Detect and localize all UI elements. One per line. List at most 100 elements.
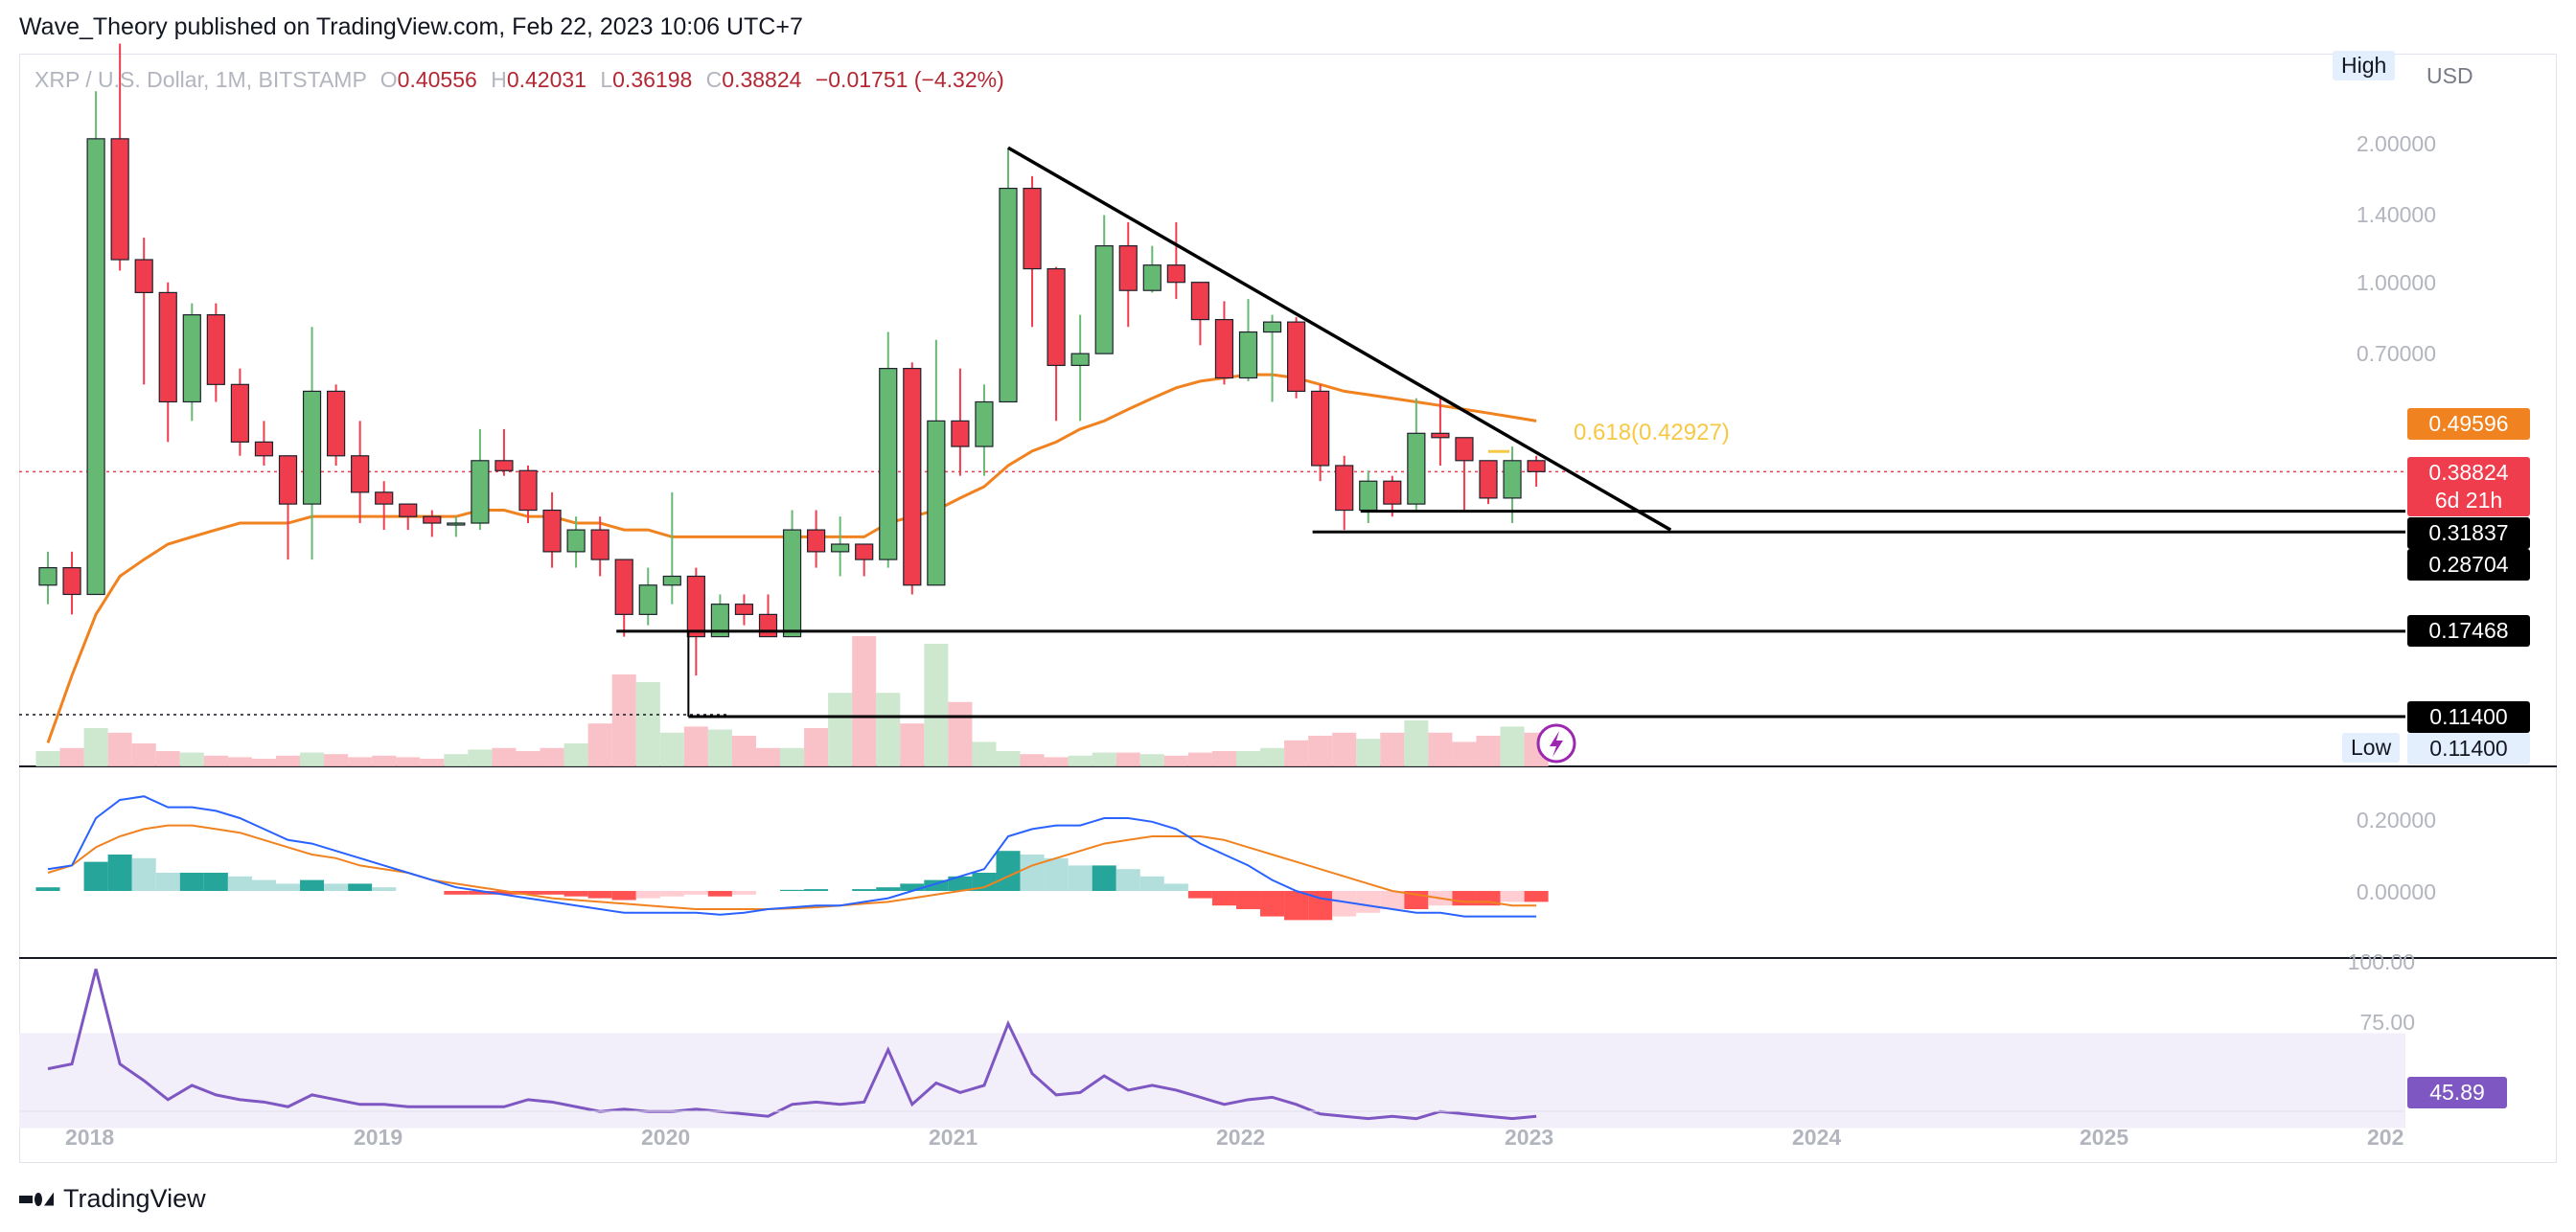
x-tick-label: 202: [2367, 1125, 2404, 1150]
low-price-tag: 0.11400: [2407, 733, 2530, 764]
publish-info: Wave_Theory published on TradingView.com…: [19, 13, 803, 40]
candle-body: [855, 543, 874, 560]
chart-legend: XRP / U.S. Dollar, 1M, BITSTAMP O0.40556…: [34, 67, 1004, 93]
x-tick-label: 2024: [1792, 1125, 1842, 1150]
support-tag: 0.11400: [2407, 701, 2530, 733]
countdown-tag: 6d 21h: [2407, 485, 2530, 516]
candle-body: [302, 390, 322, 505]
macd-bar: [131, 857, 156, 891]
macd-bar: [203, 873, 228, 891]
candle-body: [662, 575, 681, 586]
histogram-bar: [972, 741, 997, 766]
macd-bar: [251, 879, 276, 891]
candle-body: [734, 604, 754, 615]
histogram-bar: [251, 759, 276, 766]
histogram-bar: [492, 747, 517, 766]
candle-body: [999, 187, 1018, 403]
histogram-bar: [396, 757, 421, 766]
histogram-bar: [707, 729, 732, 766]
macd-bar: [300, 879, 325, 891]
candle-body: [230, 383, 249, 443]
macd-bar: [35, 887, 60, 891]
histogram-bar: [755, 747, 781, 766]
candle-body: [806, 529, 826, 553]
histogram-bar: [1068, 755, 1092, 766]
candle-body: [1527, 460, 1546, 472]
histogram-bar: [179, 752, 204, 766]
candle-body: [1166, 264, 1185, 284]
ma-price-tag: 0.49596: [2407, 408, 2530, 440]
histogram-bar: [924, 644, 949, 766]
candle-body: [566, 529, 586, 553]
histogram-bar: [372, 755, 397, 766]
histogram-bar: [468, 749, 493, 766]
candle-body: [542, 509, 562, 553]
histogram-bar: [1404, 720, 1429, 766]
macd-bar: [1211, 891, 1236, 906]
symbol-name[interactable]: XRP / U.S. Dollar, 1M, BITSTAMP: [34, 67, 367, 92]
macd-bar: [1284, 891, 1309, 921]
close-value: 0.38824: [722, 67, 802, 92]
candle-body: [1046, 267, 1066, 367]
candle-body: [182, 314, 201, 403]
histogram-bar: [275, 755, 301, 766]
candle-body: [1431, 432, 1450, 439]
histogram-bar: [1139, 754, 1164, 766]
high-label: H: [491, 67, 507, 92]
candle-body: [1407, 432, 1426, 505]
open-value: 0.40556: [397, 67, 477, 92]
candle-body: [710, 604, 730, 638]
low-value: 0.36198: [612, 67, 693, 92]
macd-line: [47, 795, 1537, 918]
macd-bar: [1356, 891, 1381, 913]
histogram-bar: [1187, 752, 1212, 766]
candle-body: [254, 441, 274, 457]
candle-body: [38, 566, 58, 586]
candle-body: [879, 368, 898, 560]
macd-bar: [179, 873, 204, 891]
macd-tick-label: 0.20000: [2356, 808, 2436, 833]
candle-body: [831, 543, 850, 553]
histogram-bar: [59, 747, 84, 766]
candle-body: [1023, 187, 1042, 270]
histogram-bar: [1116, 752, 1140, 766]
histogram-bar: [804, 728, 829, 766]
tradingview-logo-icon: [19, 1192, 54, 1206]
histogram-bar: [35, 751, 60, 766]
macd-bar: [155, 873, 180, 891]
candle-body: [1286, 321, 1306, 393]
macd-bar: [1380, 891, 1405, 909]
macd-bar: [348, 883, 373, 891]
candle-body: [158, 291, 177, 403]
macd-bar: [683, 891, 708, 895]
histogram-bar: [203, 755, 228, 766]
change-value: −0.01751 (−4.32%): [815, 67, 1004, 92]
brand[interactable]: TradingView: [19, 1184, 206, 1214]
macd-bar: [1068, 865, 1092, 891]
candle-body: [1118, 245, 1138, 291]
histogram-bar: [564, 743, 588, 766]
histogram-bar: [83, 728, 108, 766]
macd-bar: [659, 891, 684, 897]
candle-body: [951, 420, 970, 447]
candle-body: [278, 455, 298, 505]
rsi-line: [47, 969, 1537, 1121]
histogram-bar: [659, 732, 684, 766]
macd-bar: [444, 891, 469, 895]
macd-bar: [1260, 891, 1285, 917]
macd-tick-label: 0.00000: [2356, 879, 2436, 904]
candle-body: [975, 400, 994, 447]
histogram-bar: [1163, 755, 1188, 766]
candle-body: [134, 259, 153, 294]
macd-bar: [227, 876, 252, 891]
candle-body: [86, 138, 105, 596]
candle-body: [351, 455, 370, 493]
histogram-bar: [1308, 736, 1333, 766]
candle-body: [1262, 321, 1282, 333]
macd-bar: [540, 891, 564, 895]
candle-body: [1142, 264, 1162, 291]
candle-body: [686, 575, 705, 638]
macd-bar: [1452, 891, 1477, 906]
support-tag: 0.28704: [2407, 549, 2530, 581]
